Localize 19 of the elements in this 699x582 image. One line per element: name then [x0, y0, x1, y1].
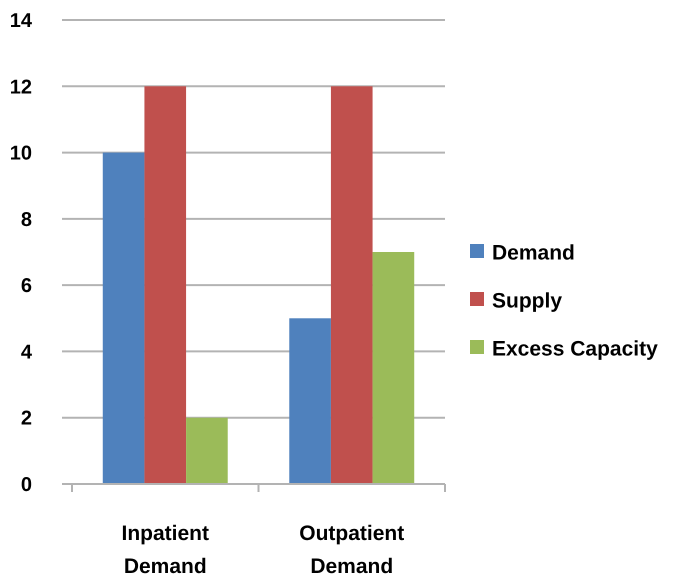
y-tick-label: 10: [10, 142, 32, 165]
y-tick-label: 4: [20, 341, 33, 364]
x-tick-label: Outpatient Demand: [299, 522, 404, 578]
bar: [186, 418, 228, 484]
y-tick-label: 0: [20, 474, 32, 496]
y-tick-label: 8: [20, 208, 32, 231]
legend-label: Excess Capacity: [492, 337, 658, 360]
y-tick-label: 6: [20, 275, 32, 298]
y-tick-label: 14: [10, 10, 33, 32]
y-tick-label: 2: [20, 408, 32, 430]
y-tick-label: 12: [10, 76, 32, 98]
x-tick-label: Inpatient Demand: [122, 522, 210, 578]
bar: [372, 252, 414, 484]
bar: [289, 318, 331, 484]
legend-label: Demand: [492, 241, 575, 264]
bar: [144, 86, 186, 484]
bar: [102, 152, 144, 484]
bar: [330, 86, 373, 484]
legend-label: Supply: [492, 289, 562, 312]
